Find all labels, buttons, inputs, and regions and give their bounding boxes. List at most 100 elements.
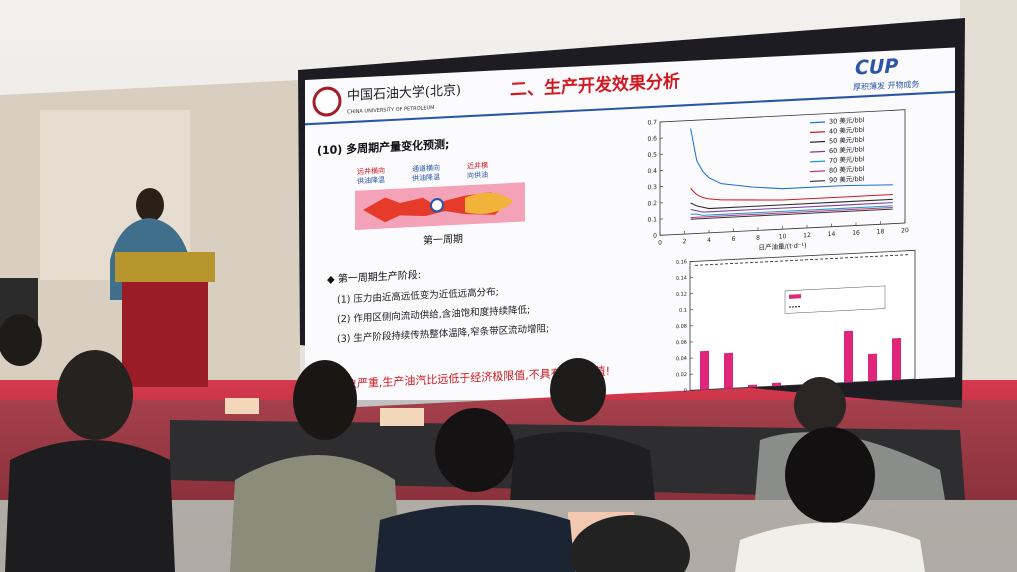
diagram-flow (465, 192, 513, 214)
x-tick-label: 18 (877, 228, 885, 235)
y-tick-label: 0.6 (647, 135, 657, 143)
legend-swatch (810, 121, 825, 124)
attendee-head (0, 314, 42, 366)
y-tick-label: 0.02 (676, 372, 687, 379)
speaker-head (136, 188, 164, 222)
legend-swatch (810, 140, 825, 143)
legend-label: 80 美元/bbl (829, 164, 865, 175)
legend-label: 30 美元/bbl (829, 115, 865, 126)
x-tick-label: 2 (683, 238, 687, 245)
bar (724, 352, 733, 389)
x-tick-label: 20 (901, 227, 909, 234)
brand: CUP (855, 54, 898, 79)
legend-swatch (810, 160, 825, 163)
curve (690, 205, 893, 216)
bar (868, 353, 877, 382)
diagram-caption: 第一周期 (423, 232, 463, 247)
legend-swatch (789, 306, 801, 308)
motto: 厚积薄发 开物成务 (853, 79, 919, 92)
podium-top (115, 252, 215, 282)
diagram-label: 供油降温 (357, 175, 385, 186)
y-tick-label: 0.06 (676, 340, 687, 347)
x-tick-label: 0 (658, 239, 662, 246)
legend-swatch (789, 294, 801, 299)
y-tick-label: 0.04 (676, 356, 687, 363)
x-tick-label: 16 (852, 229, 860, 236)
bar (772, 382, 781, 387)
diagram-label: 通道横向 (412, 163, 440, 174)
attendee-head (550, 358, 606, 422)
x-tick-label: 12 (803, 232, 811, 239)
bar (844, 330, 853, 383)
legend-swatch (810, 131, 825, 134)
y-tick-label: 0.08 (676, 324, 687, 331)
attendee-head (785, 427, 875, 523)
slide: 中国石油大学(北京) CHINA UNIVERSITY OF PETROLEUM… (305, 47, 955, 410)
diagram-well (430, 198, 444, 213)
attendee-head (570, 515, 690, 572)
legend-box (784, 285, 886, 314)
legend-label: 40 美元/bbl (829, 125, 865, 136)
legend-swatch (810, 170, 825, 173)
x-tick-label: 6 (732, 236, 736, 243)
y-tick-label: 0.5 (647, 151, 657, 159)
attendee (5, 440, 175, 572)
y-tick-label: 0.14 (676, 275, 687, 282)
y-tick-label: 0.12 (676, 291, 687, 298)
y-tick-label: 0.1 (679, 307, 687, 313)
y-tick-label: 0.3 (647, 184, 657, 192)
y-tick-label: 0 (653, 232, 657, 239)
x-axis-label: 日产油量/(t·d⁻¹) (759, 240, 807, 252)
diagram-label: 近井横 (467, 161, 488, 171)
curve (690, 206, 893, 219)
legend-label: 70 美元/bbl (829, 154, 865, 165)
x-tick-label: 4 (707, 237, 711, 244)
diagram-label: 供油降温 (412, 172, 440, 183)
attendee-head (435, 408, 515, 492)
legend-swatch (810, 180, 825, 183)
reference-line (695, 254, 910, 266)
attendee (735, 522, 925, 572)
attendee-head (794, 377, 846, 433)
x-tick-label: 8 (756, 234, 760, 241)
attendee-head (293, 360, 357, 440)
diagram-label: 向供油 (467, 170, 488, 180)
y-tick-label: 0.1 (647, 216, 657, 224)
x-tick-label: 14 (828, 231, 836, 238)
podium (122, 282, 208, 387)
name-card (225, 398, 259, 414)
x-tick-label: 10 (779, 233, 787, 240)
header-rule (305, 90, 955, 126)
attendee (510, 432, 655, 500)
y-tick-label: 0.2 (647, 200, 657, 208)
heading: (10) 多周期产量变化预测; (317, 137, 449, 158)
y-tick-label: 0.7 (647, 119, 657, 127)
attendee (375, 505, 575, 572)
attendee (230, 455, 400, 572)
bar (700, 350, 709, 390)
y-tick-label: 0.4 (647, 168, 657, 176)
bar-chart: 0 0.02 0.04 0.06 0.08 0.1 0.12 0.14 0.16 (676, 249, 916, 394)
plot-frame (689, 249, 916, 391)
legend-swatch (810, 150, 825, 153)
legend-label: 60 美元/bbl (829, 144, 865, 155)
school-cn: 中国石油大学(北京) (347, 82, 461, 104)
legend-label: 90 美元/bbl (829, 174, 865, 185)
logo (312, 86, 342, 117)
curve (690, 208, 893, 220)
right-wall (960, 0, 1017, 420)
y-tick-label: 0 (684, 388, 687, 394)
curve (690, 188, 893, 201)
line-chart: 0 2 4 6 8 10 12 14 16 18 20 0 0.1 0.2 0.3 0.4 0.5 0.6 0.7 日… (647, 109, 909, 252)
curve (690, 128, 893, 190)
name-card (380, 408, 424, 426)
curve (690, 202, 893, 213)
curve (690, 198, 893, 210)
bar (748, 384, 757, 388)
legend-label: 50 美元/bbl (829, 134, 865, 145)
school-en: CHINA UNIVERSITY OF PETROLEUM (347, 105, 434, 115)
diagram-label: 远井横向 (357, 166, 385, 177)
